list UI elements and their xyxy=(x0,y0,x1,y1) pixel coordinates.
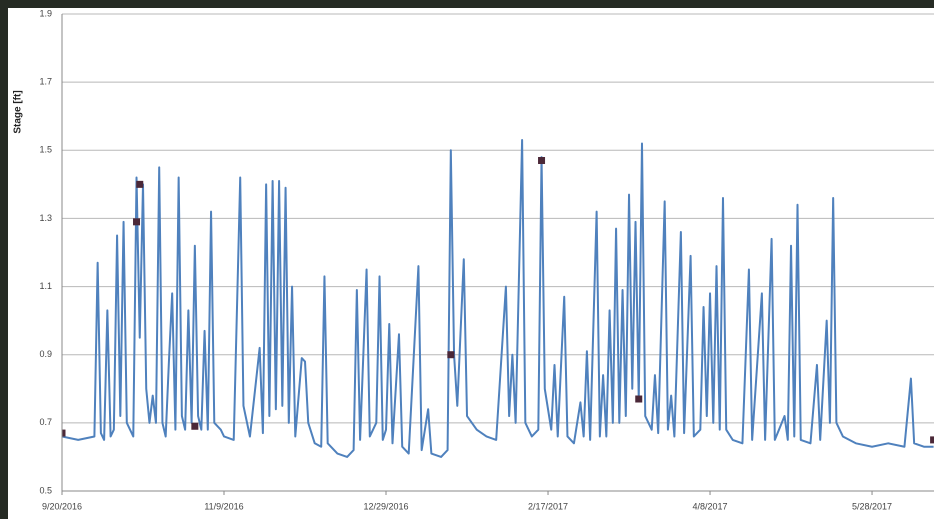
data-point xyxy=(133,218,140,225)
y-tick-label: 0.9 xyxy=(39,349,52,359)
data-point xyxy=(635,396,642,403)
data-point xyxy=(538,157,545,164)
data-line xyxy=(62,140,934,457)
page: Stage [ft] 0.5 0.7 0.9 1.1 1.3 1.5 1.7 1.9 9/20/… xyxy=(0,0,934,519)
y-tick-label: 1.9 xyxy=(39,8,52,18)
x-tick-label: 12/29/2016 xyxy=(363,501,408,511)
y-tick-label: 1.5 xyxy=(39,145,52,155)
x-tick-label: 2/17/2017 xyxy=(528,501,568,511)
x-tick-label: 5/28/2017 xyxy=(852,501,892,511)
y-tick-label: 1.3 xyxy=(39,213,52,223)
data-point xyxy=(191,423,198,430)
chart: Stage [ft] 0.5 0.7 0.9 1.1 1.3 1.5 1.7 1.9 9/20/… xyxy=(0,0,934,519)
data-point xyxy=(136,181,143,188)
x-tick-label: 11/9/2016 xyxy=(204,501,243,511)
y-tick-label: 1.1 xyxy=(39,281,52,291)
data-point xyxy=(930,436,934,443)
x-tick-label: 9/20/2016 xyxy=(42,501,82,511)
data-point xyxy=(447,351,454,358)
y-tick-label: 0.5 xyxy=(39,485,52,495)
y-axis-label: Stage [ft] xyxy=(13,90,24,133)
y-tick-label: 1.7 xyxy=(39,77,52,87)
x-tick-label: 4/8/2017 xyxy=(693,501,728,511)
y-tick-label: 0.7 xyxy=(39,417,52,427)
